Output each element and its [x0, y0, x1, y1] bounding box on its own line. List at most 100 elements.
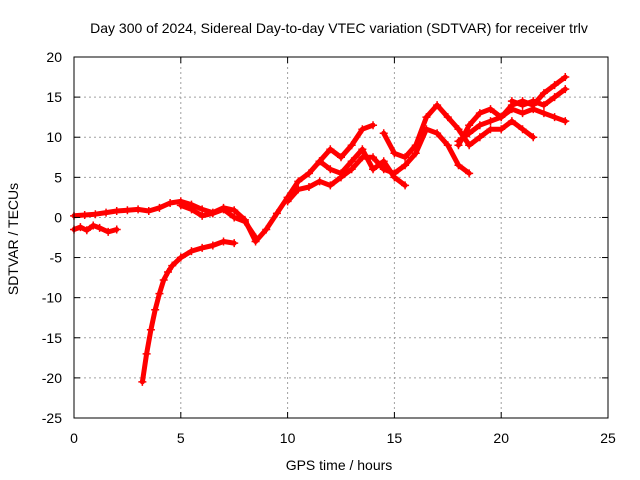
data-point: [529, 133, 538, 142]
data-point: [208, 209, 217, 218]
data-point: [240, 217, 249, 226]
data-point: [304, 182, 313, 191]
data-point: [91, 210, 100, 219]
data-point: [507, 105, 516, 114]
y-tick-label: -10: [42, 290, 62, 306]
data-point: [251, 233, 260, 242]
data-point: [138, 377, 147, 386]
data-point: [123, 206, 132, 215]
data-point: [465, 141, 474, 150]
data-point: [433, 101, 442, 110]
data-point: [390, 173, 399, 182]
data-point: [283, 197, 292, 206]
data-point: [507, 97, 516, 106]
data-point: [443, 141, 452, 150]
data-point: [315, 177, 324, 186]
data-point: [219, 237, 228, 246]
series-layer: [70, 73, 570, 386]
data-point: [176, 253, 185, 262]
data-point: [379, 129, 388, 138]
y-tick-label: 10: [46, 129, 62, 145]
data-point: [518, 125, 527, 134]
data-point: [168, 261, 177, 270]
data-point: [326, 181, 335, 190]
data-point: [369, 153, 378, 162]
y-tick-label: -25: [42, 410, 62, 426]
ticks: 0 5 10 15 20 25 -25 -20 -15 -10 -5 0 5 10 15 20: [42, 49, 616, 446]
data-point: [187, 205, 196, 214]
data-point: [465, 169, 474, 178]
data-point: [518, 109, 527, 118]
grid: [74, 57, 608, 418]
data-point: [379, 157, 388, 166]
data-point: [539, 89, 548, 98]
data-point: [134, 205, 143, 214]
data-point: [443, 113, 452, 122]
plot-frame: [73, 56, 609, 419]
y-tick-label: -15: [42, 330, 62, 346]
data-point: [369, 165, 378, 174]
data-point: [497, 125, 506, 134]
data-point: [166, 199, 175, 208]
data-point: [401, 181, 410, 190]
data-point: [337, 153, 345, 162]
data-point: [401, 161, 410, 170]
series-4: [176, 201, 260, 242]
data-point: [198, 243, 207, 252]
data-point: [112, 225, 121, 234]
x-tick-label: 5: [177, 430, 185, 446]
x-tick-label: 25: [600, 430, 616, 446]
data-point: [358, 125, 367, 134]
data-point: [561, 85, 570, 94]
data-point: [262, 225, 271, 234]
y-tick-label: 0: [54, 209, 62, 225]
chart-title: Day 300 of 2024, Sidereal Day-to-day VTE…: [90, 20, 588, 36]
data-point: [454, 161, 463, 170]
data-point: [507, 117, 516, 126]
data-point: [347, 141, 356, 150]
data-point: [347, 157, 356, 166]
series-9: [454, 105, 570, 146]
data-point: [155, 203, 164, 212]
data-point: [465, 121, 474, 130]
y-tick-label: 15: [46, 89, 62, 105]
x-axis-label: GPS time / hours: [286, 457, 393, 473]
data-point: [486, 105, 495, 114]
data-point: [539, 109, 548, 118]
data-point: [561, 73, 570, 82]
data-point: [144, 207, 153, 216]
data-point: [76, 223, 85, 232]
data-point: [159, 276, 168, 285]
data-point: [230, 206, 239, 215]
y-tick-label: -5: [50, 250, 63, 266]
data-point: [102, 208, 111, 217]
data-point: [529, 105, 538, 114]
data-point: [465, 129, 474, 138]
data-point: [272, 209, 281, 218]
data-point: [422, 113, 431, 122]
data-point: [390, 149, 399, 158]
x-tick-label: 20: [493, 430, 509, 446]
data-point: [337, 169, 345, 178]
data-point: [104, 227, 113, 236]
data-point: [433, 129, 442, 138]
data-point: [486, 125, 495, 134]
data-point: [497, 113, 506, 122]
data-point: [208, 241, 217, 250]
data-point: [198, 211, 207, 220]
data-point: [304, 169, 313, 178]
data-point: [550, 113, 559, 122]
data-point: [475, 109, 484, 118]
y-tick-label: 20: [46, 49, 62, 65]
x-tick-label: 15: [387, 430, 403, 446]
data-point: [315, 157, 324, 166]
data-point: [294, 177, 303, 186]
data-point: [475, 133, 484, 142]
x-tick-label: 10: [280, 430, 296, 446]
data-point: [326, 145, 335, 154]
data-point: [95, 223, 104, 232]
data-point: [475, 121, 484, 130]
data-point: [176, 201, 185, 210]
